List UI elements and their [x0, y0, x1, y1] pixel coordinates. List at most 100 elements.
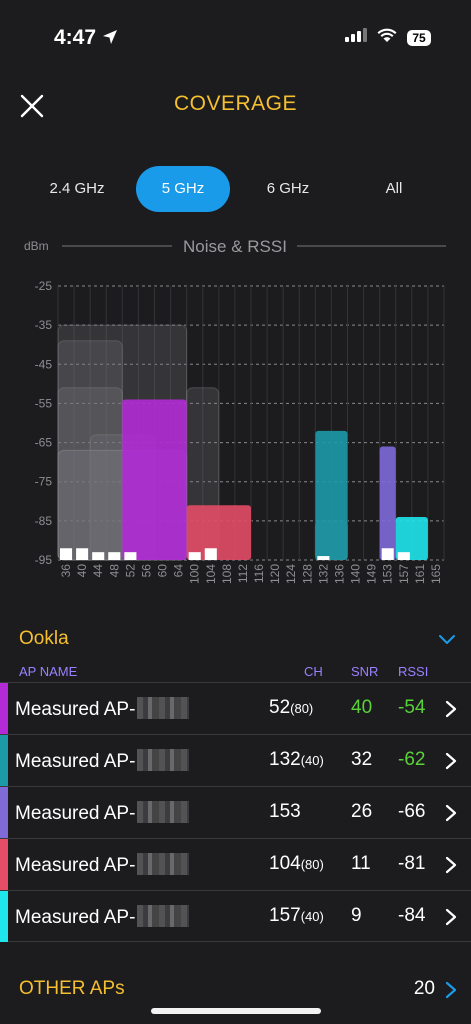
table-header: AP NAME CH SNR RSSI: [0, 662, 471, 682]
noise-bar: [60, 548, 73, 560]
x-tick-label: 161: [413, 564, 427, 584]
location-arrow-icon: [101, 28, 119, 51]
y-tick-label: -35: [35, 318, 53, 332]
home-indicator[interactable]: [151, 1008, 321, 1014]
y-tick-label: -65: [35, 436, 53, 450]
redacted-block: [137, 697, 190, 719]
ap-name: Measured AP-: [15, 853, 190, 877]
table-row[interactable]: Measured AP- 157(40) 9 -84: [0, 890, 471, 942]
tab-6ghz[interactable]: 6 GHz: [266, 180, 310, 197]
ap-channel-width: (40): [300, 753, 324, 768]
table-row[interactable]: Measured AP- 52(80) 40 -54: [0, 682, 471, 734]
ap-snr: 32: [351, 749, 373, 770]
ap-channel: 52(80): [269, 697, 314, 718]
noise-bar: [381, 548, 394, 560]
ap-rssi: -54: [398, 697, 426, 718]
ap-name: Measured AP-: [15, 905, 190, 929]
x-tick-label: 116: [252, 564, 266, 583]
measured-ap-bar: [395, 516, 428, 560]
cellular-signal-icon: [345, 28, 367, 47]
x-tick-label: 64: [172, 564, 186, 578]
ap-color-bar: [0, 683, 8, 734]
noise-rssi-chart: dBm Noise & RSSI -25 -35 -45 -55 -65 -75 -85 -95 3…: [0, 228, 471, 608]
col-snr: SNR: [351, 664, 379, 679]
x-tick-label: 44: [91, 564, 105, 578]
close-button[interactable]: [18, 92, 46, 120]
ap-snr: 40: [351, 697, 373, 718]
x-tick-label: 36: [59, 564, 73, 578]
x-tick-label: 52: [123, 564, 137, 578]
ap-color-bar: [0, 839, 8, 890]
measured-ap-bar: [122, 399, 187, 560]
chevron-right-icon[interactable]: [444, 803, 458, 823]
status-time: 4:47: [54, 26, 97, 49]
x-tick-label: 100: [188, 564, 202, 584]
table-row[interactable]: Measured AP- 153 26 -66: [0, 786, 471, 838]
other-aps-row[interactable]: OTHER APs 20: [0, 976, 471, 1006]
ap-color-bar: [0, 735, 8, 786]
y-tick-label: -95: [35, 553, 53, 567]
ap-snr: 11: [351, 853, 371, 874]
y-tick-label: -25: [35, 279, 53, 293]
ap-channel: 104(80): [269, 853, 324, 874]
x-tick-label: 48: [107, 564, 121, 578]
x-tick-label: 132: [316, 564, 330, 584]
redacted-block: [137, 749, 190, 771]
x-tick-label: 136: [332, 564, 346, 584]
tab-2-4ghz[interactable]: 2.4 GHz: [49, 180, 105, 197]
ap-color-bar: [0, 787, 8, 838]
measured-ap-bar: [315, 430, 348, 560]
chevron-right-icon[interactable]: [444, 699, 458, 719]
tab-5ghz[interactable]: 5 GHz: [136, 166, 230, 212]
noise-bar: [92, 552, 105, 560]
band-tabs: 2.4 GHz 5 GHz 6 GHz All: [24, 166, 444, 212]
y-tick-label: -75: [35, 475, 53, 489]
ap-channel: 153: [269, 801, 301, 822]
noise-bar: [124, 552, 137, 560]
ap-rssi: -62: [398, 749, 426, 770]
noise-bar: [188, 552, 201, 560]
redacted-block: [137, 801, 190, 823]
status-icons: 75: [345, 28, 431, 47]
ookla-section-header[interactable]: Ookla: [0, 624, 471, 656]
noise-bar: [317, 556, 330, 560]
chevron-right-icon[interactable]: [444, 751, 458, 771]
wifi-icon: [377, 28, 397, 47]
battery-icon: 75: [407, 29, 431, 46]
x-tick-label: 108: [220, 564, 234, 584]
noise-bar: [204, 548, 217, 560]
measured-ap-bar: [379, 446, 396, 560]
measured-ap-bar: [186, 505, 251, 560]
redacted-block: [137, 853, 190, 875]
section-title: Ookla: [19, 628, 69, 649]
ap-rssi: -84: [398, 905, 426, 926]
x-tick-label: 56: [139, 564, 153, 578]
ap-channel: 132(40): [269, 749, 324, 770]
y-tick-label: -45: [35, 357, 53, 371]
chevron-right-icon[interactable]: [444, 980, 458, 1000]
tab-all[interactable]: All: [385, 180, 403, 197]
chevron-down-icon[interactable]: [437, 630, 457, 650]
x-tick-label: 40: [75, 564, 89, 578]
chevron-right-icon[interactable]: [444, 907, 458, 927]
table-row[interactable]: Measured AP- 104(80) 11 -81: [0, 838, 471, 890]
ap-channel-width: (40): [300, 909, 324, 924]
close-icon: [20, 94, 44, 118]
other-aps-count: 20: [413, 978, 435, 999]
x-tick-label: 104: [204, 564, 218, 584]
other-aps-label: OTHER APs: [19, 978, 125, 999]
y-axis-label: dBm: [24, 239, 49, 253]
ap-channel-width: (80): [290, 701, 314, 716]
x-tick-label: 128: [300, 564, 314, 584]
ap-snr: 26: [351, 801, 373, 822]
table-row[interactable]: Measured AP- 132(40) 32 -62: [0, 734, 471, 786]
ap-table: Measured AP- 52(80) 40 -54 Measured AP- 132(4…: [0, 682, 471, 942]
y-tick-label: -55: [35, 396, 53, 410]
x-tick-label: 149: [365, 564, 379, 584]
ap-snr: 9: [351, 905, 362, 926]
ap-rssi: -66: [398, 801, 426, 822]
ap-channel: 157(40): [269, 905, 324, 926]
noise-bar: [76, 548, 89, 560]
x-tick-label: 153: [381, 564, 395, 584]
chevron-right-icon[interactable]: [444, 855, 458, 875]
